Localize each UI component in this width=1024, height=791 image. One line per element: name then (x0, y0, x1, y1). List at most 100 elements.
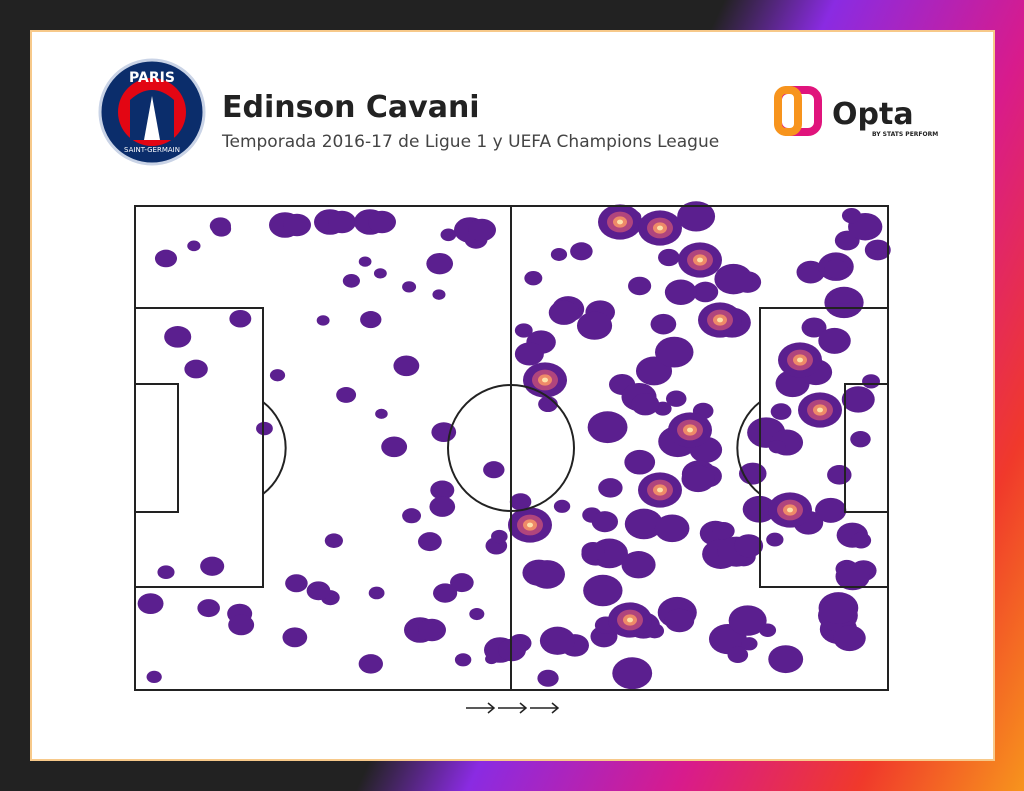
heat-blob (469, 608, 485, 621)
heat-blob (483, 461, 505, 479)
heat-blob (375, 408, 388, 419)
heat-blob (360, 311, 382, 329)
heat-blob (624, 508, 663, 540)
heat-blob (650, 313, 677, 335)
heat-blob (796, 260, 825, 284)
heat-blob (164, 325, 192, 348)
heat-blob (269, 369, 286, 382)
heat-blob (157, 565, 175, 580)
heat-blob (628, 276, 652, 296)
heat-blob (850, 532, 872, 549)
heat-blob (817, 407, 823, 413)
heat-blob (598, 478, 623, 498)
heat-blob (665, 390, 687, 407)
heat-blob (621, 551, 656, 579)
heat-blob (768, 439, 786, 454)
brand-tagline: BY STATS PERFORM (872, 131, 938, 138)
heat-blob (664, 608, 695, 633)
heat-blob (864, 239, 891, 261)
heat-blob (681, 465, 715, 493)
heat-blob (256, 421, 273, 436)
heat-blob (431, 422, 457, 443)
heat-blob (306, 581, 331, 601)
brand-logo: Opta BY STATS PERFORM (774, 86, 938, 138)
heat-blob (677, 201, 716, 232)
heat-blob (229, 309, 252, 328)
heat-blob (697, 257, 703, 263)
heat-blob (402, 508, 422, 524)
heat-blob (450, 573, 474, 593)
heat-blob (655, 336, 694, 368)
heat-blob (657, 487, 663, 493)
player-name: Edinson Cavani (222, 90, 480, 125)
heat-blob (539, 626, 576, 655)
heat-blob (368, 586, 385, 600)
heat-blob (514, 323, 533, 338)
heat-blob (581, 541, 605, 561)
heat-blob (548, 300, 580, 325)
heat-blob (741, 637, 758, 651)
heat-blob (818, 592, 859, 624)
heat-blob (827, 465, 852, 485)
heat-blob (432, 289, 446, 300)
heat-blob (850, 430, 871, 448)
brand-name: Opta (832, 97, 914, 132)
heat-blob (429, 496, 456, 517)
heat-blob (283, 213, 311, 237)
heat-blob (184, 359, 208, 379)
heat-blob (373, 268, 387, 279)
heat-blob (426, 252, 454, 275)
heat-blob (664, 279, 697, 305)
heat-blob (368, 210, 396, 234)
heatmap (137, 201, 891, 690)
heat-blob (282, 627, 308, 648)
heat-blob (433, 583, 458, 603)
heat-blob (583, 574, 623, 607)
heat-blob (509, 493, 532, 511)
heat-blob (631, 393, 660, 416)
heat-blob (285, 574, 308, 593)
heat-blob (727, 646, 749, 664)
heat-blob (418, 532, 442, 552)
heat-blob (316, 315, 330, 326)
heat-blob (801, 317, 827, 338)
heat-blob (692, 281, 719, 303)
heat-blob (491, 529, 508, 544)
heat-blob (797, 357, 803, 363)
heat-blob (612, 657, 653, 690)
heat-blob (418, 618, 446, 642)
heat-blob (137, 593, 164, 614)
heat-blob (187, 240, 201, 252)
logo-text: SAINT-GERMAIN (124, 146, 180, 154)
subtitle: Temporada 2016-17 de Ligue 1 y UEFA Cham… (222, 132, 720, 152)
heat-blob (542, 377, 548, 383)
heat-blob (734, 534, 764, 558)
heat-blob (529, 560, 565, 589)
heat-blob (576, 311, 613, 340)
heat-blob (324, 533, 343, 548)
heat-blob (336, 386, 357, 403)
heat-blob (570, 242, 593, 261)
heat-blob (687, 427, 693, 433)
heat-blob (717, 317, 723, 323)
heat-blob (524, 271, 543, 286)
heat-blob (766, 532, 784, 547)
heat-blob (627, 617, 633, 623)
heat-blob (617, 219, 623, 225)
club-logo: PARIS SAINT-GERMAIN (98, 58, 206, 166)
pitch (134, 205, 889, 691)
heat-blob (768, 645, 804, 674)
heat-blob (841, 207, 862, 224)
heat-blob (833, 625, 866, 652)
heat-blob (862, 374, 880, 389)
heat-blob (146, 670, 162, 684)
heat-blob (550, 247, 568, 261)
heat-blob (402, 281, 417, 293)
heat-blob (624, 449, 656, 475)
heat-blob (712, 521, 735, 540)
heat-blob (728, 605, 767, 636)
heat-blob (553, 499, 571, 513)
heat-blob (832, 286, 854, 304)
